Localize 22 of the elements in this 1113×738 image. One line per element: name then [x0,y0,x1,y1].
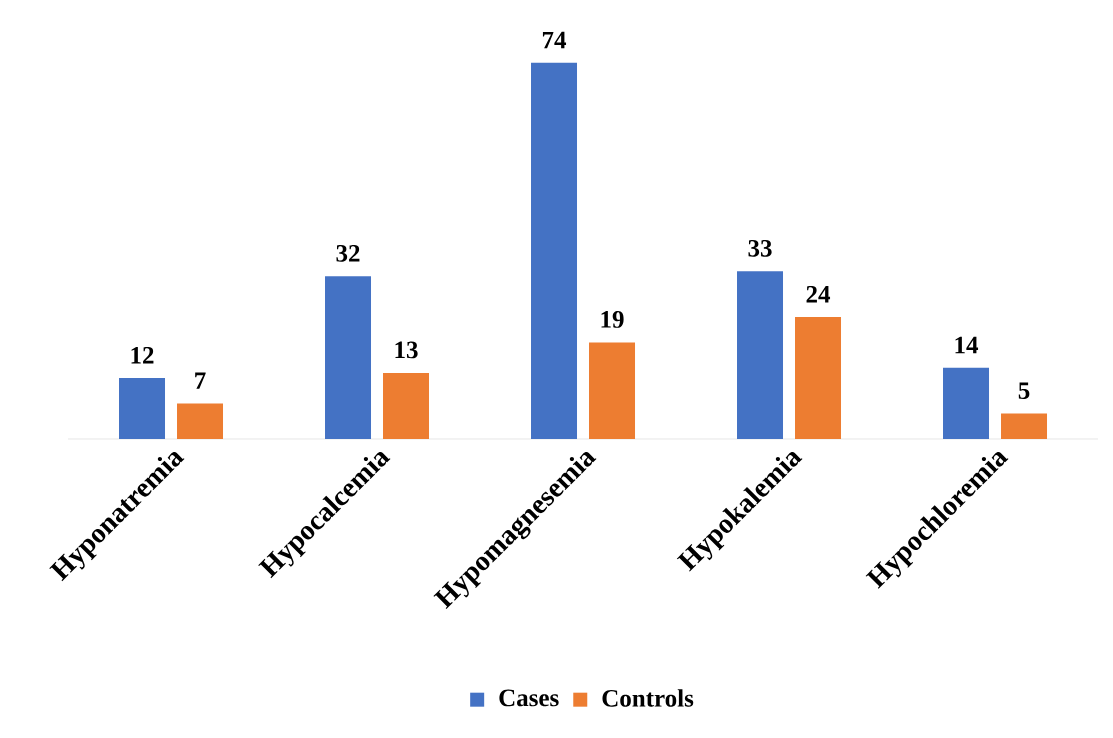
bar [1001,413,1048,439]
bar [119,377,166,439]
data-label: 5 [1018,382,1030,400]
bar [589,342,636,439]
data-label: 12 [131,346,154,364]
bar [383,372,430,439]
data-label: 14 [955,336,979,354]
data-label: 19 [601,311,624,328]
legend-label: Cases [499,689,559,707]
bar [795,316,842,439]
bar [737,271,784,439]
data-label: 24 [806,285,831,303]
data-label: 7 [195,372,206,389]
legend-label: Controls [602,689,694,707]
bar [177,403,224,439]
data-label: 74 [542,31,567,49]
data-label: 32 [336,244,360,262]
bar [325,276,372,439]
data-label: 33 [748,239,772,257]
bar [943,367,990,439]
data-label: 13 [395,341,418,359]
bar [531,62,578,439]
